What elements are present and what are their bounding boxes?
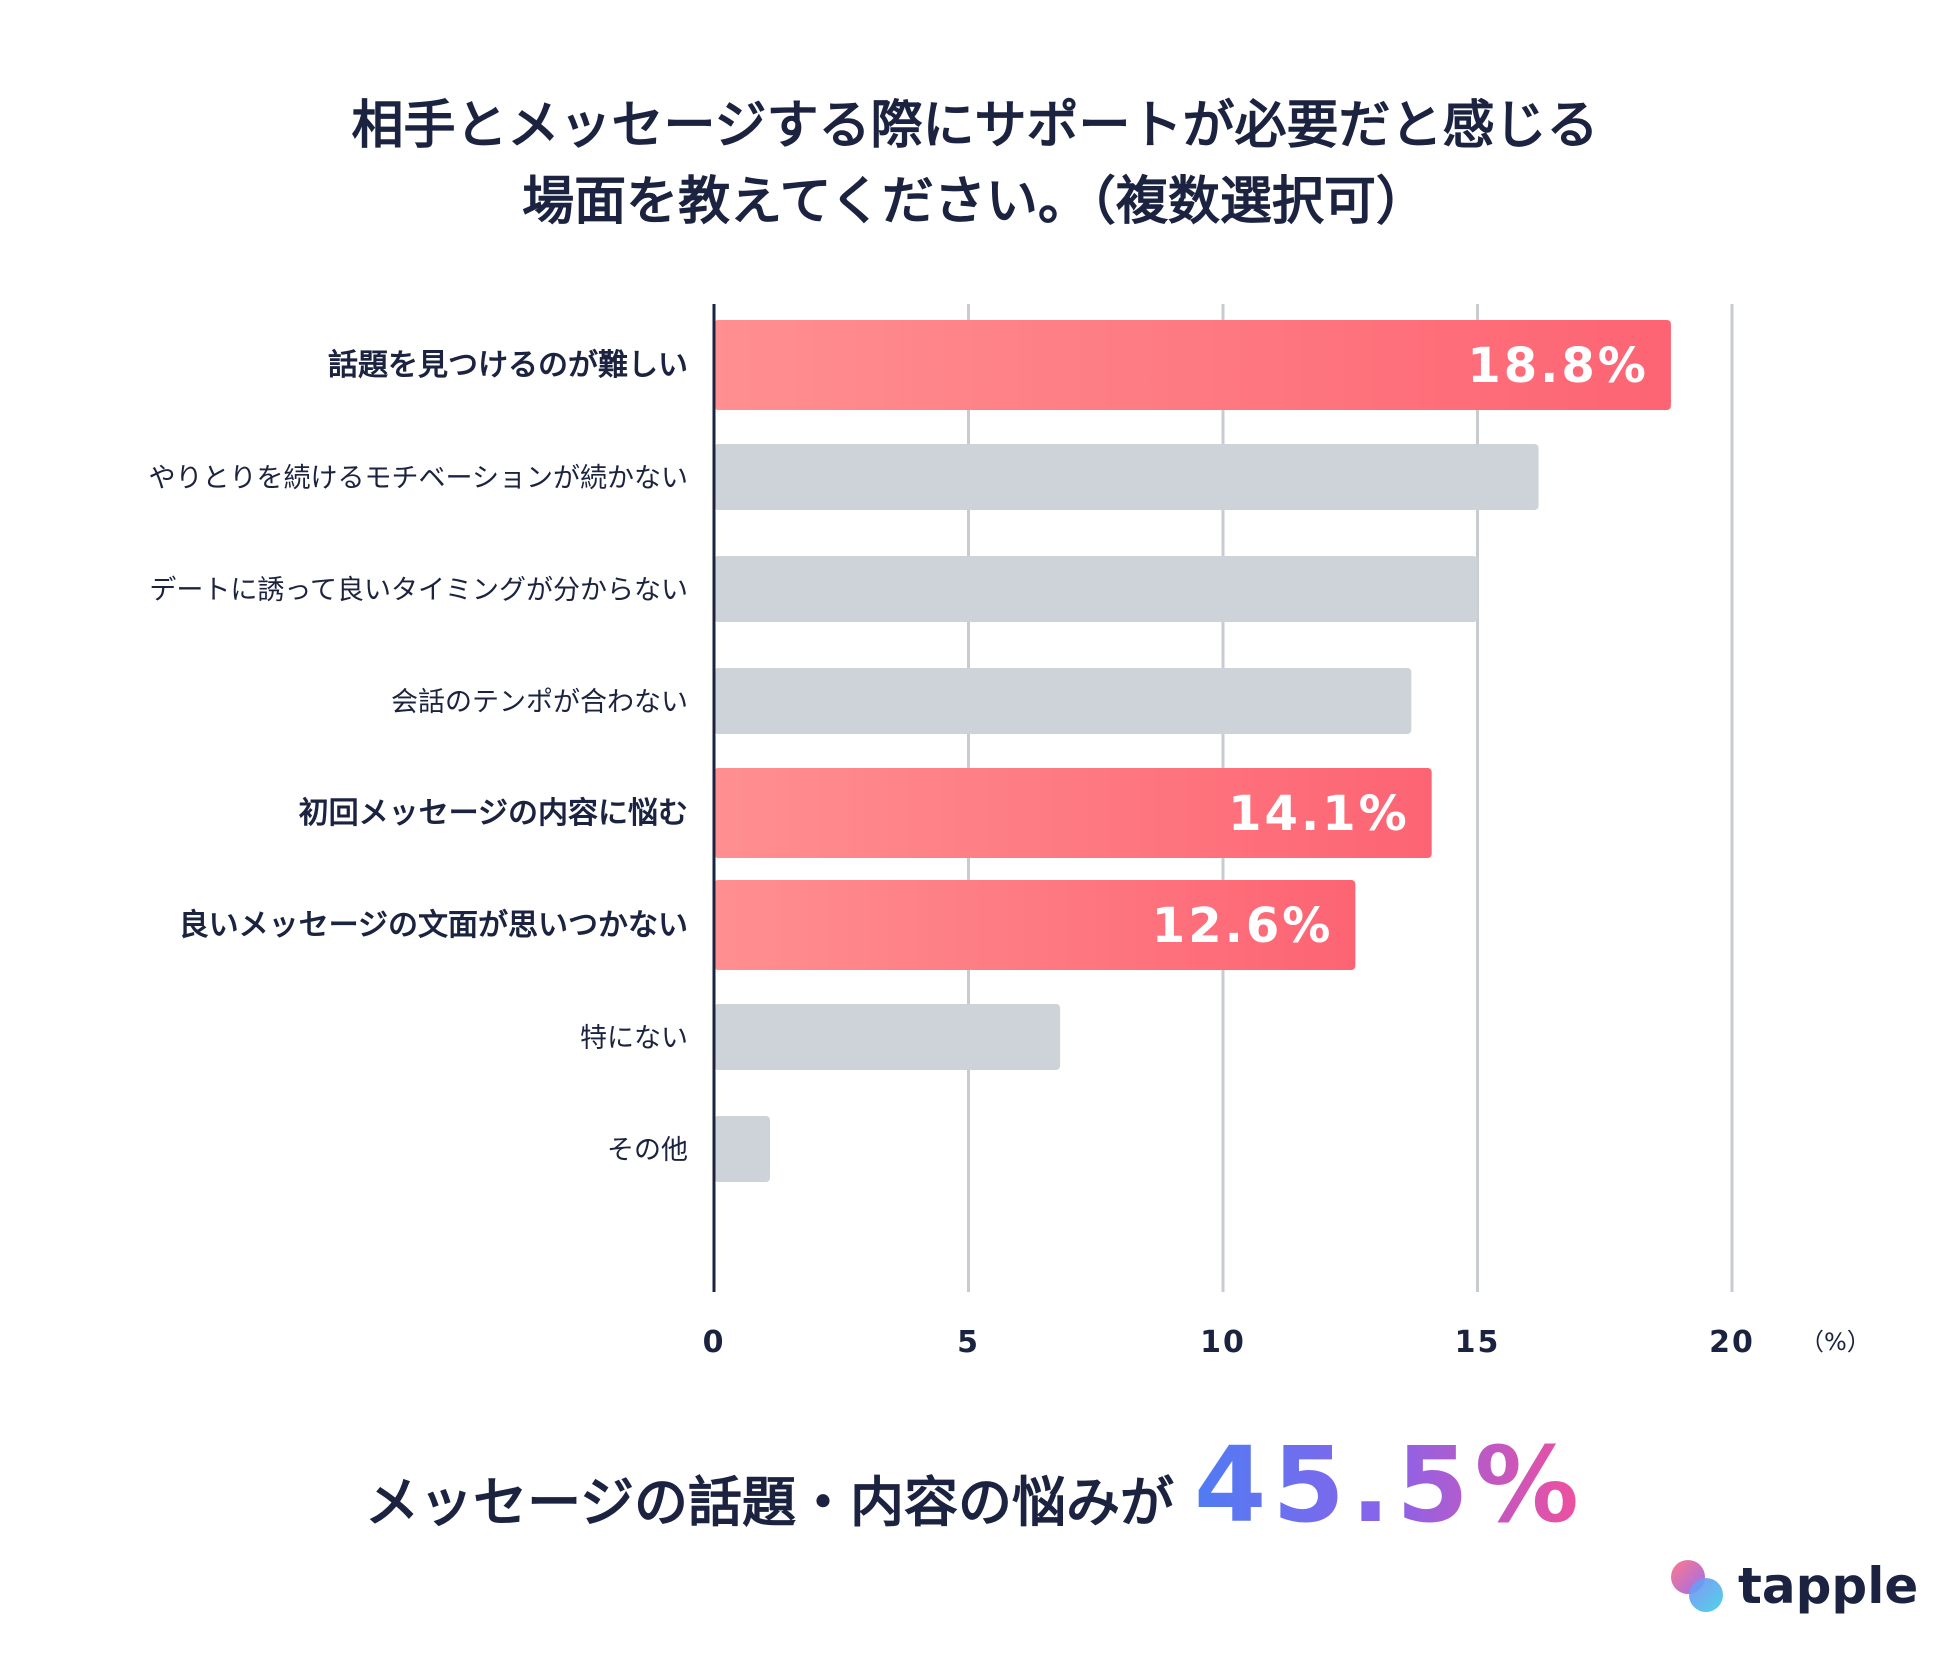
brand-logo: tapple bbox=[1668, 1556, 1918, 1616]
summary: メッセージの話題・内容の悩みが 45.5% bbox=[0, 1424, 1950, 1546]
bar bbox=[714, 444, 1539, 510]
bar-highlighted bbox=[714, 320, 1671, 410]
category-label: 話題を見つけるのが難しい bbox=[328, 348, 688, 383]
labels: 0 5 10 15 20 （%） 話題を見つけるのが難しい 18.8% やりとりを続けるモチベー… bbox=[149, 338, 1871, 1360]
bar bbox=[714, 556, 1478, 622]
summary-value: 45.5% bbox=[1194, 1424, 1585, 1546]
category-label: やりとりを続けるモチベーションが続かない bbox=[149, 463, 688, 494]
x-tick-label: 5 bbox=[957, 1325, 980, 1360]
category-label: 良いメッセージの文面が思いつかない bbox=[179, 908, 688, 943]
category-label: 会話のテンポが合わない bbox=[391, 687, 688, 718]
category-label: デートに誘って良いタイミングが分からない bbox=[149, 575, 688, 606]
bar bbox=[714, 1004, 1061, 1070]
chart-title: 相手とメッセージする際にサポートが必要だと感じる 場面を教えてください。（複数選… bbox=[0, 88, 1950, 240]
bar-highlighted bbox=[714, 880, 1356, 970]
data-label: 18.8% bbox=[1467, 338, 1649, 394]
chart-title-line-1: 相手とメッセージする際にサポートが必要だと感じる bbox=[351, 96, 1599, 156]
bars bbox=[714, 320, 1671, 1182]
bar bbox=[714, 1116, 770, 1182]
brand-name: tapple bbox=[1738, 1557, 1919, 1615]
chart-title-line-2: 場面を教えてください。（複数選択可） bbox=[522, 172, 1428, 232]
tapple-logo-icon bbox=[1668, 1557, 1726, 1615]
x-tick-label: 20 bbox=[1709, 1325, 1755, 1360]
category-label: 初回メッセージの内容に悩む bbox=[299, 796, 688, 831]
bar-chart: 0 5 10 15 20 （%） 話題を見つけるのが難しい 18.8% やりとりを続けるモチベー… bbox=[149, 304, 1871, 1360]
data-label: 14.1% bbox=[1228, 786, 1410, 842]
category-label: その他 bbox=[607, 1135, 688, 1166]
x-tick-label: 10 bbox=[1200, 1325, 1246, 1360]
bar-highlighted bbox=[714, 768, 1432, 858]
bar bbox=[714, 668, 1412, 734]
x-tick-label: 15 bbox=[1455, 1325, 1501, 1360]
summary-text: メッセージの話題・内容の悩みが bbox=[365, 1471, 1175, 1534]
x-unit-label: （%） bbox=[1800, 1328, 1871, 1356]
category-label: 特にない bbox=[580, 1023, 688, 1054]
data-label: 12.6% bbox=[1152, 898, 1334, 954]
x-tick-label: 0 bbox=[703, 1325, 726, 1360]
